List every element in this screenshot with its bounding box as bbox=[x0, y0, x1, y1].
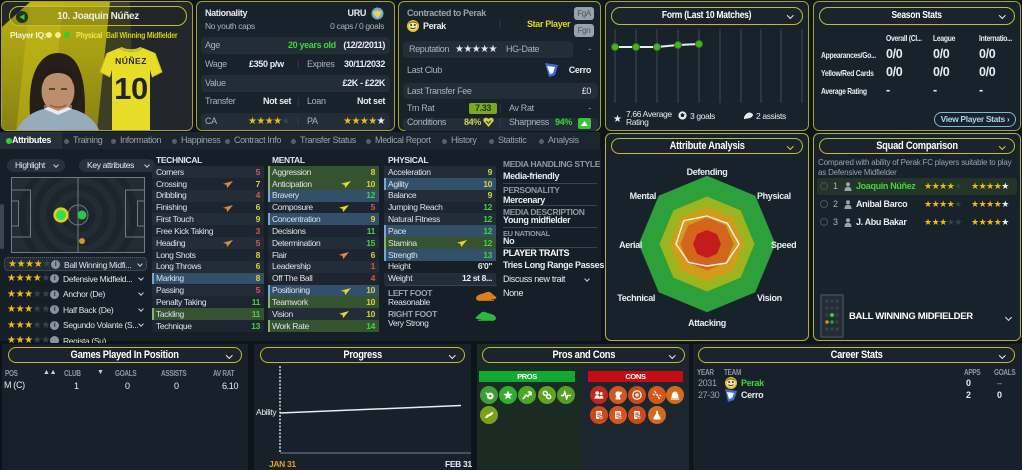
svg-text:10: 10 bbox=[114, 71, 148, 106]
svg-text:Technical: Technical bbox=[617, 293, 655, 303]
svg-text:Aerial: Aerial bbox=[619, 240, 642, 250]
svg-text:NÚÑEZ: NÚÑEZ bbox=[115, 55, 147, 66]
svg-text:Physical: Physical bbox=[757, 191, 791, 201]
svg-text:Attacking: Attacking bbox=[688, 318, 726, 328]
svg-text:Speed: Speed bbox=[771, 240, 796, 250]
svg-text:Defending: Defending bbox=[687, 167, 728, 177]
svg-text:Mental: Mental bbox=[630, 191, 656, 201]
svg-text:Vision: Vision bbox=[757, 293, 782, 303]
